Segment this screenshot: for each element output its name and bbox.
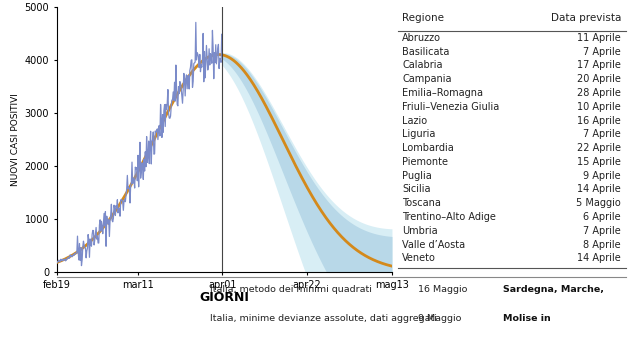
Text: 7 Aprile: 7 Aprile	[583, 226, 621, 236]
Text: Trentino–Alto Adige: Trentino–Alto Adige	[402, 212, 496, 222]
Text: 17 Aprile: 17 Aprile	[577, 60, 621, 70]
Y-axis label: NUOVI CASI POSITIVI: NUOVI CASI POSITIVI	[11, 93, 20, 186]
Text: 8 Aprile: 8 Aprile	[583, 240, 621, 250]
Text: Lombardia: Lombardia	[402, 143, 454, 153]
Text: Italia, minime devianze assolute, dati aggregati: Italia, minime devianze assolute, dati a…	[210, 314, 437, 323]
Text: Emilia–Romagna: Emilia–Romagna	[402, 88, 483, 98]
Text: Calabria: Calabria	[402, 60, 442, 70]
Text: Molise in: Molise in	[504, 314, 551, 323]
Text: Abruzzo: Abruzzo	[402, 33, 441, 43]
Text: 9 Aprile: 9 Aprile	[583, 171, 621, 181]
Text: Umbria: Umbria	[402, 226, 438, 236]
Text: 5 Maggio: 5 Maggio	[576, 198, 621, 208]
Text: 28 Aprile: 28 Aprile	[577, 88, 621, 98]
Text: 14 Aprile: 14 Aprile	[578, 184, 621, 194]
Text: Lazio: Lazio	[402, 116, 427, 125]
Text: 16 Aprile: 16 Aprile	[578, 116, 621, 125]
Text: 6 Aprile: 6 Aprile	[583, 212, 621, 222]
Text: 11 Aprile: 11 Aprile	[578, 33, 621, 43]
Text: 16 Maggio: 16 Maggio	[418, 285, 468, 294]
Text: 14 Aprile: 14 Aprile	[578, 253, 621, 264]
Text: Liguria: Liguria	[402, 129, 435, 139]
Text: 15 Aprile: 15 Aprile	[577, 157, 621, 167]
Text: 22 Aprile: 22 Aprile	[577, 143, 621, 153]
Text: Regione: Regione	[402, 13, 444, 23]
Text: Puglia: Puglia	[402, 171, 432, 181]
Text: Friuli–Venezia Giulia: Friuli–Venezia Giulia	[402, 102, 499, 112]
Text: 7 Aprile: 7 Aprile	[583, 47, 621, 57]
Text: Piemonte: Piemonte	[402, 157, 448, 167]
Text: Toscana: Toscana	[402, 198, 441, 208]
Text: 7 Aprile: 7 Aprile	[583, 129, 621, 139]
Text: Basilicata: Basilicata	[402, 47, 449, 57]
Text: 9 Maggio: 9 Maggio	[418, 314, 461, 323]
Text: 20 Aprile: 20 Aprile	[577, 74, 621, 84]
X-axis label: GIORNI: GIORNI	[200, 291, 250, 304]
Text: Sardegna, Marche,: Sardegna, Marche,	[504, 285, 604, 294]
Text: Veneto: Veneto	[402, 253, 436, 264]
Text: Data prevista: Data prevista	[550, 13, 621, 23]
Text: Campania: Campania	[402, 74, 452, 84]
Text: Sicilia: Sicilia	[402, 184, 430, 194]
Text: Valle d’Aosta: Valle d’Aosta	[402, 240, 465, 250]
Text: Italia, metodo dei minimi quadrati: Italia, metodo dei minimi quadrati	[210, 285, 372, 294]
Text: 10 Aprile: 10 Aprile	[578, 102, 621, 112]
